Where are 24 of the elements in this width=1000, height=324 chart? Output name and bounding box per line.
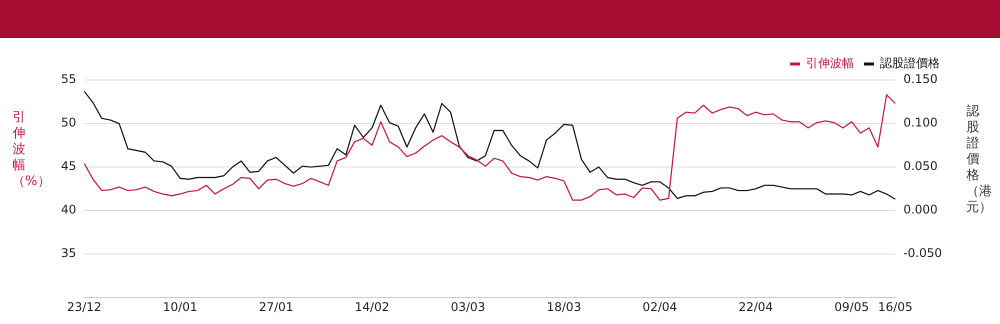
x-tick-label: 02/04 xyxy=(642,300,678,314)
x-tick-label: 18/03 xyxy=(546,300,582,314)
x-tick-label: 10/01 xyxy=(162,300,198,314)
y2-tick-label: -0.050 xyxy=(903,246,942,260)
legend-label: 認股證價格 xyxy=(880,56,940,70)
y-tick-label: 35 xyxy=(60,246,76,260)
y2-tick-label: 0.150 xyxy=(903,72,938,86)
y-tick-label: 45 xyxy=(60,159,76,174)
y2-tick-label: 0.000 xyxy=(903,202,938,217)
x-tick-label: 23/12 xyxy=(66,300,102,314)
legend-label: 引伸波幅 xyxy=(806,56,854,70)
x-tick-label: 27/01 xyxy=(258,300,294,314)
x-tick-label: 03/03 xyxy=(450,300,486,314)
y2-tick-label: 0.100 xyxy=(903,116,938,130)
y-axis-title: 引伸波幅（%） xyxy=(12,110,50,190)
y2-tick-label: 0.050 xyxy=(903,159,938,174)
x-tick-label: 14/02 xyxy=(354,300,390,314)
x-tick-label: 16/05 xyxy=(878,300,913,314)
x-tick-label: 09/05 xyxy=(834,300,870,314)
x-tick-label: 22/04 xyxy=(738,300,774,314)
y-tick-label: 40 xyxy=(60,202,76,217)
y-tick-label: 50 xyxy=(60,116,76,130)
y-tick-label: 55 xyxy=(60,72,76,86)
y2-axis-title: 認股證價格（港元） xyxy=(966,104,992,216)
